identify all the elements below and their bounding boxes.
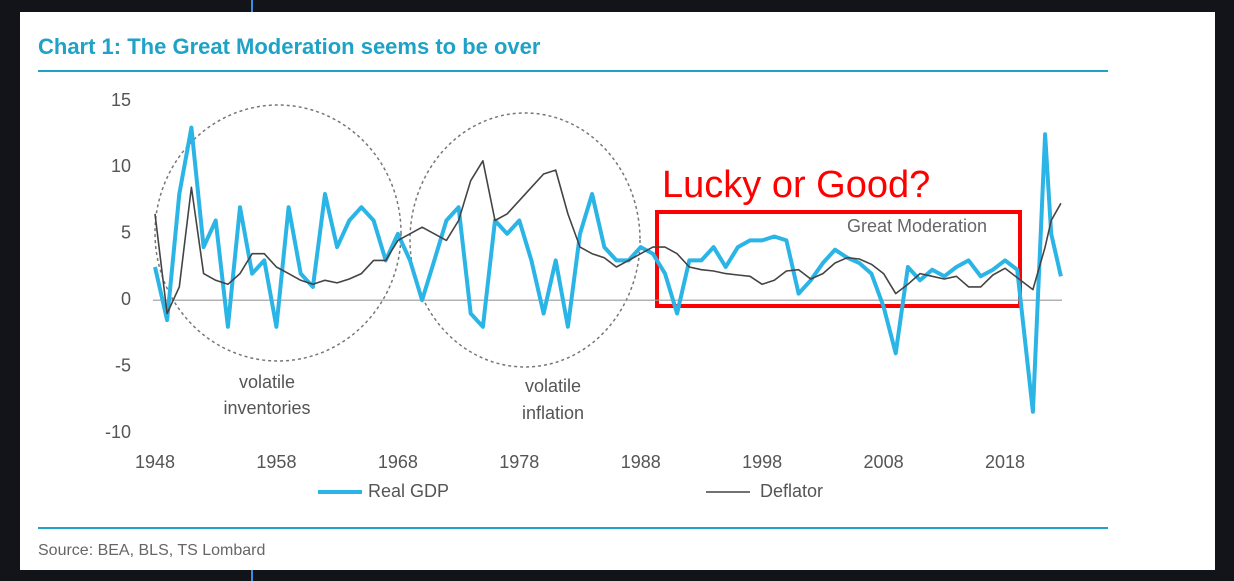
x-tick-label: 2008 (864, 452, 904, 472)
y-tick-label: -5 (115, 355, 131, 375)
x-tick-label: 1998 (742, 452, 782, 472)
annotation: volatile (525, 376, 581, 396)
series-line (154, 160, 1062, 315)
x-tick-label: 1978 (499, 452, 539, 472)
annotation: inflation (522, 403, 584, 423)
circle (154, 104, 402, 362)
card (20, 12, 1215, 570)
chart-title: Chart 1: The Great Moderation seems to b… (38, 34, 541, 59)
y-tick-label: 0 (121, 289, 131, 309)
legend-label: Real GDP (368, 481, 449, 501)
source: Source: BEA, BLS, TS Lombard (38, 542, 265, 559)
y-tick-label: 15 (111, 90, 131, 110)
x-tick-label: 1948 (135, 452, 175, 472)
circle (409, 112, 641, 368)
annotation: inventories (223, 398, 310, 418)
y-tick-label: 10 (111, 156, 131, 176)
y-tick-label: 5 (121, 223, 131, 243)
annotation: Lucky or Good? (662, 164, 930, 206)
annotation: volatile (239, 372, 295, 392)
annotation: Great Moderation (847, 216, 987, 236)
y-tick-label: -10 (105, 422, 131, 442)
x-tick-label: 1958 (256, 452, 296, 472)
x-tick-label: 2018 (985, 452, 1025, 472)
x-tick-label: 1988 (621, 452, 661, 472)
series-line (153, 125, 1063, 414)
x-tick-label: 1968 (378, 452, 418, 472)
legend-label: Deflator (760, 481, 823, 501)
